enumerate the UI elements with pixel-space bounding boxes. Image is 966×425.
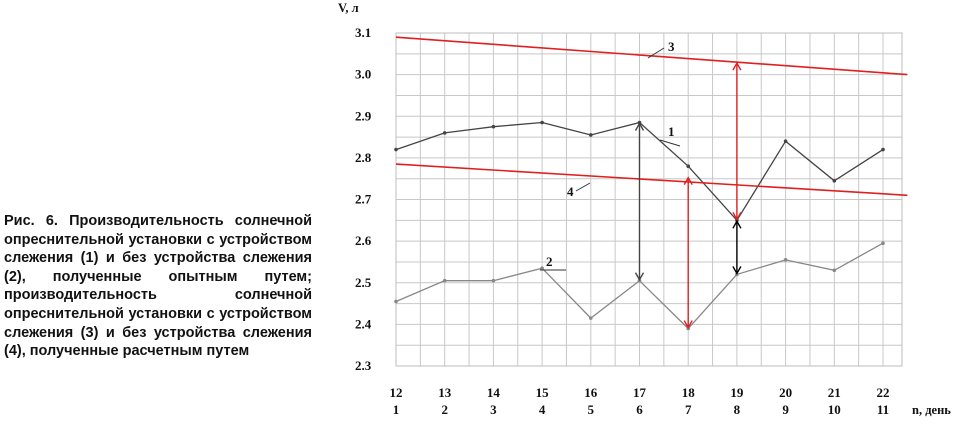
series-line-4 <box>395 163 908 197</box>
x-tick-label-day: 20 <box>779 385 792 400</box>
label-leader-line <box>659 139 681 147</box>
tick-labels: 2.32.42.52.62.72.82.93.03.112 13 14 15 16 17 1… <box>355 25 890 417</box>
x-tick-label-day: 13 <box>438 385 452 400</box>
x-tick-label-n: 1 <box>393 402 400 417</box>
x-tick-label-day: 18 <box>682 385 696 400</box>
data-point-series-2 <box>589 316 593 320</box>
x-tick-label-n: 2 <box>441 402 448 417</box>
data-point-series-1 <box>442 131 447 135</box>
x-tick-label-day: 19 <box>730 385 744 400</box>
x-tick-label-n: 4 <box>539 402 546 417</box>
x-tick-label-n: 10 <box>828 402 841 417</box>
x-tick-label-day: 22 <box>877 385 890 400</box>
x-tick-label-day: 21 <box>828 385 841 400</box>
arrow-head-down <box>683 320 693 329</box>
y-tick-label: 2.9 <box>355 108 372 123</box>
data-point-series-2 <box>783 258 788 262</box>
y-tick-label: 2.5 <box>355 275 372 290</box>
annotation-arrows <box>634 61 742 329</box>
y-axis-title: V, л <box>338 1 359 15</box>
series-lines <box>394 36 908 331</box>
figure-caption: Рис. 6. Производительность солнечной опр… <box>4 213 312 360</box>
y-tick-label: 2.3 <box>355 358 372 373</box>
plot-frame <box>395 32 903 367</box>
series-label-2: 2 <box>546 254 553 269</box>
series-label-4: 4 <box>567 184 574 199</box>
x-tick-label-n: 9 <box>782 402 789 417</box>
data-point-series-1 <box>540 120 544 125</box>
arrow-head-up <box>732 61 742 71</box>
label-leader-line <box>575 182 591 192</box>
data-point-series-1 <box>686 164 690 168</box>
data-point-series-2 <box>442 278 447 283</box>
x-tick-label-n: 11 <box>877 402 889 417</box>
y-tick-label: 3.0 <box>355 67 371 82</box>
x-tick-label-day: 12 <box>390 385 403 400</box>
x-tick-label-n: 3 <box>490 402 497 417</box>
data-point-series-2 <box>832 268 837 273</box>
data-point-series-1 <box>589 133 593 137</box>
y-tick-label: 2.6 <box>355 233 372 248</box>
data-point-series-1 <box>783 139 788 144</box>
arrow-head-up <box>732 219 742 229</box>
x-tick-label-n: 8 <box>734 402 741 417</box>
data-point-series-1 <box>394 147 398 152</box>
arrow-head-down <box>732 266 742 275</box>
arrow-head-down <box>732 211 742 221</box>
x-tick-label-n: 7 <box>685 402 692 417</box>
series-label-3: 3 <box>668 39 675 54</box>
y-tick-label: 2.7 <box>355 192 372 207</box>
x-axis-title: n, день <box>912 403 951 417</box>
data-point-series-1 <box>491 124 496 129</box>
data-point-series-2 <box>881 241 885 246</box>
data-point-series-1 <box>832 178 837 183</box>
x-tick-label-day: 17 <box>633 385 647 400</box>
y-tick-label: 3.1 <box>355 25 371 40</box>
x-tick-label-n: 5 <box>588 402 595 417</box>
y-tick-label: 2.8 <box>355 150 372 165</box>
arrow-head-up <box>683 176 693 185</box>
arrow-head-up <box>634 122 645 131</box>
data-point-series-1 <box>881 147 885 152</box>
x-tick-label-day: 15 <box>536 385 550 400</box>
x-tick-label-day: 16 <box>584 385 598 400</box>
grid <box>395 32 903 367</box>
label-leader-line <box>647 47 665 59</box>
arrow-head-down <box>634 272 645 282</box>
series-labels: 1 2 3 4 <box>540 39 681 271</box>
data-point-series-2 <box>491 278 496 283</box>
data-point-series-2 <box>394 299 398 304</box>
data-point-series-2 <box>540 266 544 270</box>
x-tick-label-n: 6 <box>636 402 643 417</box>
y-tick-label: 2.4 <box>355 316 372 331</box>
x-tick-label-day: 14 <box>487 385 501 400</box>
series-label-1: 1 <box>668 124 675 139</box>
